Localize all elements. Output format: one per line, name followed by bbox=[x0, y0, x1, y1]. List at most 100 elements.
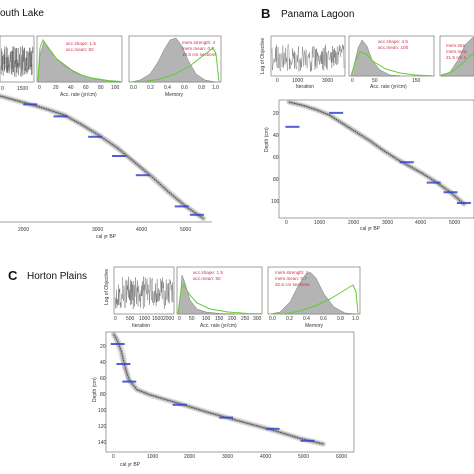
panel-c-acc-tick: 50 bbox=[189, 316, 195, 322]
model-mean-line bbox=[0, 95, 204, 219]
panel-a-acc-tick: 100 bbox=[111, 85, 120, 91]
calibrated-date bbox=[219, 416, 234, 419]
panel-a-age-xlabel: cal yr BP bbox=[96, 234, 117, 240]
calibrated-date bbox=[88, 135, 103, 138]
panel-a-memory-posterior bbox=[130, 37, 216, 83]
model-iteration-line bbox=[114, 334, 324, 445]
panel-c-memory-posterior bbox=[269, 271, 357, 315]
panel-a-acc-xlabel: Acc. rate (yr/cm) bbox=[60, 92, 97, 98]
panel-c-acc-tick: 150 bbox=[215, 316, 224, 322]
panel-b-iter-ylabel: Log of Objective bbox=[260, 38, 266, 74]
panel-b-age-tick: 0 bbox=[285, 220, 288, 226]
panel-b-agedepth-plot: Depth (cm) 20 40 60 80 100 0 1000 2000 3… bbox=[264, 99, 474, 232]
calibrated-date bbox=[172, 403, 187, 406]
panel-c-mem-tick: 0.0 bbox=[269, 316, 276, 322]
model-iteration-line bbox=[2, 95, 201, 219]
panel-c-mem-tick: 0.8 bbox=[337, 316, 344, 322]
panel-b-site-title: Panama Lagoon bbox=[281, 9, 354, 20]
panel-a: outh Lake 0 1500 acc.shape: 1.5 acc.mean… bbox=[0, 8, 222, 240]
panel-b-iter-tick: 0 bbox=[276, 78, 279, 84]
panel-b-depth-tick: 80 bbox=[273, 177, 279, 183]
panel-a-agedepth-plot: 2000 3000 4000 5000 cal yr BP bbox=[0, 93, 212, 240]
model-mean-line bbox=[289, 101, 465, 205]
panel-b-age-tick: 2000 bbox=[348, 220, 359, 226]
panel-a-mem-tick: 0.0 bbox=[130, 85, 137, 91]
panel-a-mem-tick: 0.4 bbox=[164, 85, 171, 91]
panel-a-mem-annotation: mem.strength: 4 bbox=[182, 40, 216, 45]
model-iteration-line bbox=[116, 334, 326, 445]
calibrated-date bbox=[189, 213, 204, 216]
panel-c-age-tick: 0 bbox=[112, 454, 115, 460]
panel-c-accrate-prior bbox=[177, 284, 262, 315]
panel-c-acc-tick: 250 bbox=[241, 316, 250, 322]
panel-c-site-title: Horton Plains bbox=[27, 271, 87, 282]
panel-c-acc-tick: 200 bbox=[228, 316, 237, 322]
panel-a-acc-tick: 40 bbox=[68, 85, 74, 91]
panel-c-depth-tick: 120 bbox=[98, 424, 107, 430]
panel-c-age-tick: 3000 bbox=[222, 454, 233, 460]
model-iteration-line bbox=[1, 95, 202, 219]
panel-c-memory-prior bbox=[269, 284, 359, 315]
panel-b-depth-tick: 60 bbox=[273, 155, 279, 161]
panel-c-depth-tick: 80 bbox=[100, 392, 106, 398]
panel-a-mem-tick: 0.6 bbox=[181, 85, 188, 91]
panel-a-iteration-trace bbox=[0, 45, 34, 78]
panel-c-mem-annotation: mem.strength: 4 bbox=[275, 270, 309, 275]
calibrated-date bbox=[285, 125, 300, 128]
panel-b-depth-ylabel: Depth (cm) bbox=[264, 127, 270, 152]
panel-c-mem-tick: 1.0 bbox=[352, 316, 359, 322]
panel-c-memory-plot: mem.strength: 4 mem.mean: 0.7 32.5 cm se… bbox=[267, 266, 361, 329]
panel-c-iter-xlabel: Iteration bbox=[132, 323, 150, 329]
calibrated-date bbox=[23, 103, 38, 106]
panel-a-acc-annotation: acc.shape: 1.5 bbox=[66, 41, 96, 46]
calibrated-date bbox=[443, 191, 458, 194]
panel-a-mem-annotation: 10.5 cm sections bbox=[182, 52, 217, 57]
panel-b-memory-prior bbox=[440, 52, 474, 76]
panel-c-iter-tick: 2000 bbox=[163, 316, 174, 322]
model-iteration-line bbox=[114, 334, 324, 445]
panel-a-acc-annotation: acc.mean: 50 bbox=[66, 47, 94, 52]
panel-c-agedepth-marks bbox=[110, 331, 326, 447]
calibrated-date bbox=[329, 111, 344, 114]
panel-c-depth-tick: 100 bbox=[98, 408, 107, 414]
panel-b-acc-tick: 0 bbox=[351, 78, 354, 84]
panel-a-mem-tick: 0.2 bbox=[147, 85, 154, 91]
iteration-trace-line bbox=[271, 44, 345, 72]
model-iteration-line bbox=[290, 102, 466, 205]
panel-a-acc-tick: 60 bbox=[83, 85, 89, 91]
panel-c-iter-ylabel: Log of Objective bbox=[104, 269, 110, 305]
panel-b-accrate-plot: acc.shape: 4.5 acc.mean: 100 0 50 150 Ac… bbox=[348, 35, 435, 90]
panel-c-acc-tick: 300 bbox=[253, 316, 262, 322]
panel-a-agedepth-marks bbox=[0, 93, 207, 222]
calibrated-date bbox=[300, 439, 315, 442]
panel-a-age-tick: 3000 bbox=[92, 227, 103, 233]
panel-a-acc-tick: 80 bbox=[98, 85, 104, 91]
panel-a-mem-tick: 1.0 bbox=[212, 85, 219, 91]
panel-b-memory-posterior bbox=[440, 36, 474, 77]
panel-c-depth-ylabel: Depth (cm) bbox=[92, 377, 98, 402]
panel-b-accrate-prior bbox=[350, 51, 433, 77]
calibrated-date bbox=[122, 380, 137, 383]
calibrated-date bbox=[174, 205, 189, 208]
model-envelope bbox=[0, 94, 206, 221]
model-iteration-line bbox=[0, 95, 201, 219]
panel-c-acc-xlabel: Acc. rate (yr/cm) bbox=[200, 323, 237, 329]
panel-c-accrate-posterior bbox=[177, 274, 236, 315]
panel-c-age-tick: 6000 bbox=[336, 454, 347, 460]
panel-b-age-tick: 4000 bbox=[415, 220, 426, 226]
panel-c-age-tick: 2000 bbox=[184, 454, 195, 460]
panel-c-age-xlabel: cal yr BP bbox=[120, 462, 141, 468]
panel-c-accrate-plot: acc.shape: 1.5 acc.mean: 50 0 50 100 150… bbox=[176, 266, 263, 329]
panel-c-mem-tick: 0.6 bbox=[320, 316, 327, 322]
model-iteration-line bbox=[2, 95, 202, 219]
panel-c-iter-tick: 1000 bbox=[139, 316, 150, 322]
panel-c: C Horton Plains Log of Objective 0 500 1… bbox=[8, 266, 361, 468]
panel-c-acc-annotation: acc.shape: 1.5 bbox=[193, 270, 223, 275]
calibrated-date bbox=[53, 115, 68, 118]
panel-c-agedepth-plot: Depth (cm) 20 40 60 80 100 120 140 0 100… bbox=[92, 331, 355, 468]
model-iteration-line bbox=[1, 95, 203, 219]
panel-b-iteration-trace bbox=[271, 44, 345, 72]
panel-b-iter-tick: 3000 bbox=[322, 78, 333, 84]
panel-b-mem-annotation: mem.stre bbox=[446, 43, 466, 48]
